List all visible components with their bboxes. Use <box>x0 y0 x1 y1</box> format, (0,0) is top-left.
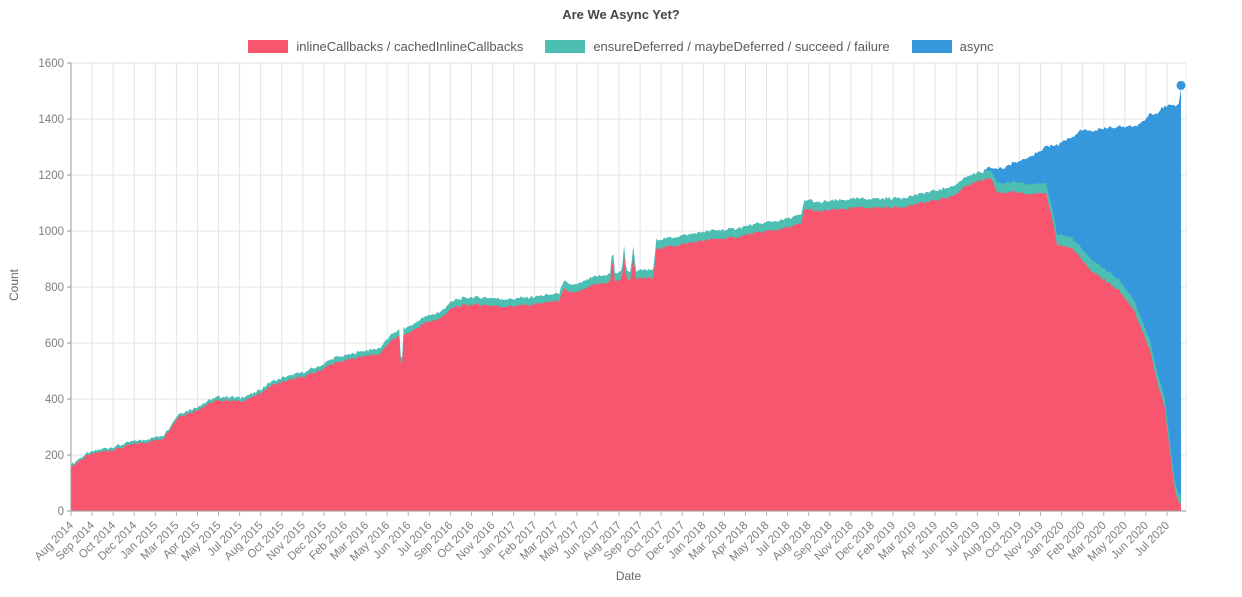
svg-text:1200: 1200 <box>38 170 64 182</box>
legend-swatch-async-icon <box>911 40 952 53</box>
legend-swatch-ensuredeferred-icon <box>545 40 586 53</box>
legend-swatch-inlinecallbacks-icon <box>248 40 289 53</box>
svg-text:0: 0 <box>58 506 64 518</box>
svg-text:400: 400 <box>45 394 64 406</box>
legend-item-async[interactable]: async <box>911 39 994 54</box>
legend-label-inlinecallbacks: inlineCallbacks / cachedInlineCallbacks <box>296 39 524 54</box>
svg-text:1000: 1000 <box>38 226 64 238</box>
y-axis-title: Count <box>7 268 21 302</box>
svg-text:1400: 1400 <box>38 114 64 126</box>
svg-text:200: 200 <box>45 450 64 462</box>
legend-item-inlinecallbacks[interactable]: inlineCallbacks / cachedInlineCallbacks <box>248 39 523 54</box>
x-axis-title: Date <box>615 569 642 583</box>
legend-label-async: async <box>959 39 994 54</box>
chart-title: Are We Async Yet? <box>562 7 680 22</box>
svg-text:600: 600 <box>45 338 64 350</box>
last-point-marker <box>1176 80 1186 90</box>
svg-text:1600: 1600 <box>38 58 64 70</box>
legend: inlineCallbacks / cachedInlineCallbacks … <box>0 39 1242 54</box>
svg-text:800: 800 <box>45 282 64 294</box>
legend-label-ensuredeferred: ensureDeferred / maybeDeferred / succeed… <box>593 39 890 54</box>
legend-item-ensuredeferred[interactable]: ensureDeferred / maybeDeferred / succeed… <box>545 39 890 54</box>
